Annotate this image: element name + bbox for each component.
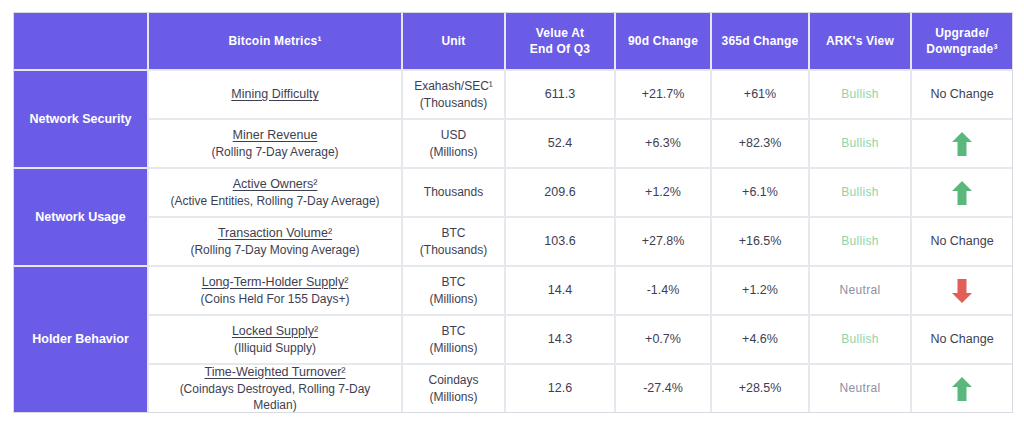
header-cell-unit: Unit [403, 13, 504, 69]
change-90d-cell: +0.7% [616, 316, 710, 363]
unit-line2: (Millions) [430, 291, 478, 307]
change-365d-cell: +16.5% [712, 218, 808, 265]
unit-line1: BTC [442, 274, 466, 290]
upgrade-cell: No Change [912, 218, 1012, 265]
change-365d-cell: +28.5% [712, 365, 808, 412]
change-90d-cell: -1.4% [616, 267, 710, 314]
unit-line1: Thousands [424, 184, 483, 200]
unit-cell: BTC (Millions) [403, 316, 504, 363]
unit-line2: (Millions) [430, 340, 478, 356]
change-90d-cell: +1.2% [616, 169, 710, 216]
metric-subtitle: (Rolling 7-Day Moving Average) [190, 242, 359, 258]
metric-cell: Miner Revenue (Rolling 7-Day Average) [149, 120, 401, 167]
unit-cell: USD (Millions) [403, 120, 504, 167]
bitcoin-metrics-table: Bitcoin Metrics¹ Unit Velue At End Of Q3… [13, 12, 1013, 413]
no-change-label: No Change [930, 86, 993, 103]
header-cell-ark-view: ARK's View [810, 13, 910, 69]
metric-subtitle: (Coins Held For 155 Days+) [200, 291, 349, 307]
header-upgrade-line1: Upgrade/ [935, 25, 989, 41]
value-cell: 12.6 [506, 365, 614, 412]
value-cell: 52.4 [506, 120, 614, 167]
metric-subtitle: (Rolling 7-Day Average) [211, 144, 338, 160]
metric-link[interactable]: Time-Weighted Turnover² [204, 364, 345, 381]
ark-view-cell: Neutral [810, 267, 910, 314]
header-cell-90d-change: 90d Change [616, 13, 710, 69]
value-cell: 14.3 [506, 316, 614, 363]
ark-view-cell: Bullish [810, 169, 910, 216]
group-cell-network-usage: Network Usage [14, 169, 147, 265]
ark-view-cell: Bullish [810, 71, 910, 118]
unit-cell: Exahash/SEC¹ (Thousands) [403, 71, 504, 118]
upgrade-cell [912, 365, 1012, 412]
change-90d-cell: -27.4% [616, 365, 710, 412]
metric-link[interactable]: Locked Supply² [232, 323, 318, 340]
upgrade-cell [912, 267, 1012, 314]
header-cell-365d-change: 365d Change [712, 13, 808, 69]
value-cell: 209.6 [506, 169, 614, 216]
ark-view-cell: Neutral [810, 365, 910, 412]
change-365d-cell: +82.3% [712, 120, 808, 167]
ark-view-cell: Bullish [810, 120, 910, 167]
unit-line2: (Millions) [430, 144, 478, 160]
change-365d-cell: +1.2% [712, 267, 808, 314]
up-arrow-icon [952, 132, 972, 156]
header-cell-metrics: Bitcoin Metrics¹ [149, 13, 401, 69]
unit-line2: (Thousands) [420, 95, 487, 111]
metric-link[interactable]: Miner Revenue [233, 127, 318, 144]
change-365d-cell: +61% [712, 71, 808, 118]
metric-subtitle: (Active Entities, Rolling 7-Day Average) [170, 193, 379, 209]
change-90d-cell: +21.7% [616, 71, 710, 118]
metric-cell: Active Owners² (Active Entities, Rolling… [149, 169, 401, 216]
unit-cell: Coindays (Millions) [403, 365, 504, 412]
unit-cell: BTC (Millions) [403, 267, 504, 314]
no-change-label: No Change [930, 233, 993, 250]
value-cell: 611.3 [506, 71, 614, 118]
header-value-line2: End Of Q3 [530, 41, 590, 57]
metric-subtitle: (Coindays Destroyed, Rolling 7-Day Media… [157, 381, 393, 413]
unit-cell: Thousands [403, 169, 504, 216]
metric-link[interactable]: Long-Term-Holder Supply² [202, 274, 349, 291]
value-cell: 14.4 [506, 267, 614, 314]
group-cell-network-security: Network Security [14, 71, 147, 167]
up-arrow-icon [952, 181, 972, 205]
upgrade-cell [912, 120, 1012, 167]
up-arrow-icon [952, 377, 972, 401]
upgrade-cell [912, 169, 1012, 216]
metric-link[interactable]: Transaction Volume² [218, 225, 332, 242]
ark-view-cell: Bullish [810, 316, 910, 363]
unit-line2: (Thousands) [420, 242, 487, 258]
upgrade-cell: No Change [912, 316, 1012, 363]
metric-cell: Transaction Volume² (Rolling 7-Day Movin… [149, 218, 401, 265]
ark-view-cell: Bullish [810, 218, 910, 265]
group-cell-holder-behavior: Holder Behavior [14, 267, 147, 412]
value-cell: 103.6 [506, 218, 614, 265]
metric-cell: Locked Supply² (Illiquid Supply) [149, 316, 401, 363]
unit-line1: Coindays [428, 372, 478, 388]
metric-cell: Time-Weighted Turnover² (Coindays Destro… [149, 365, 401, 412]
change-365d-cell: +4.6% [712, 316, 808, 363]
header-upgrade-line2: Downgrade³ [926, 41, 997, 57]
header-cell-group [14, 13, 147, 69]
metric-link[interactable]: Active Owners² [233, 176, 318, 193]
metric-cell: Long-Term-Holder Supply² (Coins Held For… [149, 267, 401, 314]
upgrade-cell: No Change [912, 71, 1012, 118]
header-cell-value: Velue At End Of Q3 [506, 13, 614, 69]
unit-line2: (Millions) [430, 389, 478, 405]
metric-subtitle: (Illiquid Supply) [234, 340, 316, 356]
no-change-label: No Change [930, 331, 993, 348]
unit-line1: Exahash/SEC¹ [414, 78, 493, 94]
unit-line1: USD [441, 127, 466, 143]
change-90d-cell: +6.3% [616, 120, 710, 167]
down-arrow-icon [952, 279, 972, 303]
unit-line1: BTC [442, 323, 466, 339]
unit-cell: BTC (Thousands) [403, 218, 504, 265]
header-cell-upgrade-downgrade: Upgrade/ Downgrade³ [912, 13, 1012, 69]
metric-cell: Mining Difficulty [149, 71, 401, 118]
change-90d-cell: +27.8% [616, 218, 710, 265]
metric-link[interactable]: Mining Difficulty [231, 86, 318, 103]
header-value-line1: Velue At [536, 25, 585, 41]
unit-line1: BTC [442, 225, 466, 241]
change-365d-cell: +6.1% [712, 169, 808, 216]
